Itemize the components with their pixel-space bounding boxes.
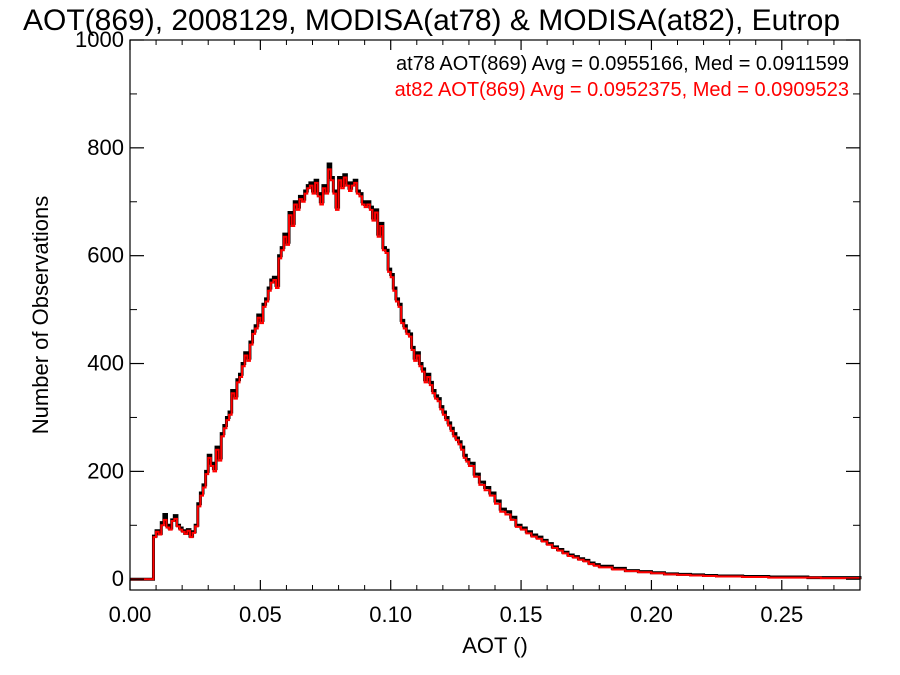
x-tick-label: 0.20	[630, 602, 673, 627]
x-tick-label: 0.00	[109, 602, 152, 627]
y-tick-label: 400	[87, 351, 124, 376]
y-axis: 0 200 400 600 800 1000	[75, 27, 860, 591]
series-at82-line	[130, 168, 861, 581]
chart-title: AOT(869), 2008129, MODISA(at78) & MODISA…	[23, 4, 840, 37]
plot-frame	[129, 39, 861, 591]
legend-entry-at82: at82 AOT(869) Avg = 0.0952375, Med = 0.0…	[395, 79, 849, 101]
x-tick-label: 0.10	[369, 602, 412, 627]
x-axis-label: AOT ()	[462, 633, 528, 658]
y-tick-label: 1000	[75, 27, 124, 52]
series-at78-line	[130, 162, 862, 581]
y-tick-label: 0	[112, 566, 124, 591]
legend-entry-at78: at78 AOT(869) Avg = 0.0955166, Med = 0.0…	[396, 53, 849, 75]
plot-area	[130, 162, 862, 581]
y-tick-label: 200	[87, 458, 124, 483]
y-tick-label: 600	[87, 243, 124, 268]
x-tick-label: 0.15	[500, 602, 543, 627]
x-tick-label: 0.25	[760, 602, 803, 627]
x-tick-label: 0.05	[239, 602, 282, 627]
x-axis: 0.00 0.05 0.10 0.15 0.20 0.25	[109, 40, 835, 627]
y-axis-label: Number of Observations	[28, 196, 53, 434]
y-tick-label: 800	[87, 135, 124, 160]
